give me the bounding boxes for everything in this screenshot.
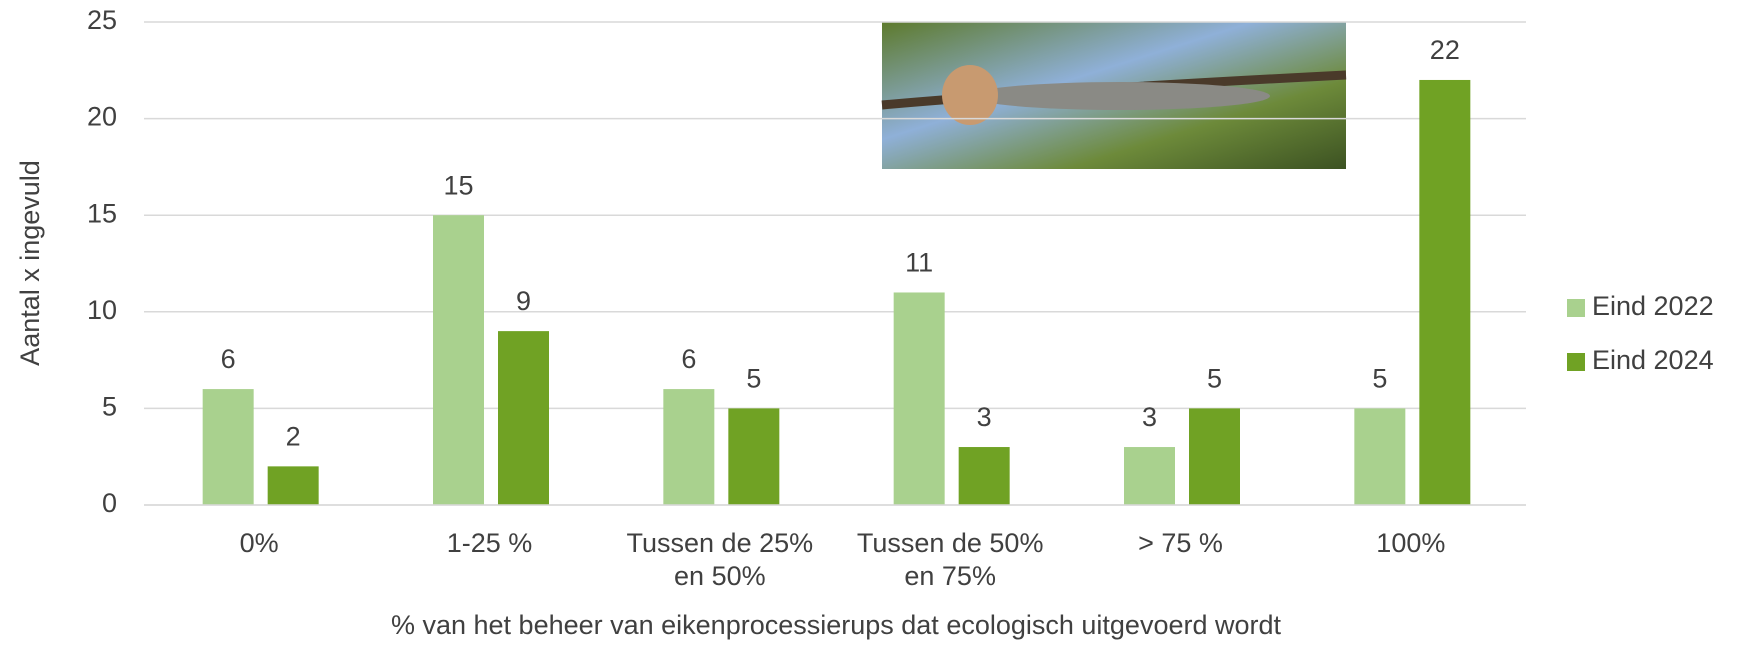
x-tick-label: Tussen de 50% en 75% [857,528,1044,591]
x-tick-label: 1-25 % [447,528,533,558]
bar [267,466,319,505]
data-label: 5 [1207,364,1222,394]
bar [1354,408,1406,505]
bar [1419,79,1471,506]
y-tick-label: 25 [87,5,117,35]
y-axis-title: Aantal x ingevuld [15,160,45,366]
y-tick-label: 20 [87,102,117,132]
y-tick-label: 15 [87,198,117,228]
legend-swatch [1567,353,1585,371]
y-tick-label: 0 [102,488,117,518]
bar [728,408,780,505]
bar [498,331,549,505]
data-label: 11 [905,248,933,278]
legend-label: Eind 2022 [1592,291,1714,321]
bar [1124,447,1175,505]
data-label: 6 [681,344,696,374]
legend-swatch [1567,299,1585,317]
y-tick-label: 10 [87,295,117,325]
data-label: 9 [516,286,531,316]
bar [893,292,945,505]
data-label: 5 [746,364,761,394]
data-label: 6 [221,344,236,374]
x-tick-line: Tussen de 25% [627,528,814,558]
data-label: 5 [1372,364,1387,394]
x-axis-title: % van het beheer van eikenprocessierups … [391,610,1282,640]
y-tick-label: 5 [102,392,117,422]
x-tick-line: Tussen de 50% [857,528,1044,558]
legend-label: Eind 2024 [1592,345,1714,375]
x-tick-label: > 75 % [1138,528,1223,558]
bar [433,215,484,505]
x-tick-label: 100% [1376,528,1445,558]
bar [202,389,254,505]
data-label: 2 [286,421,301,451]
bar [958,447,1010,505]
photo [881,22,1347,169]
data-label: 15 [443,170,473,200]
x-tick-line: en 50% [674,561,766,591]
bar [663,389,715,505]
bar [1189,408,1240,505]
data-label: 22 [1430,35,1460,65]
data-label: 3 [977,402,992,432]
x-tick-line: en 75% [904,561,996,591]
data-label: 3 [1142,402,1157,432]
x-tick-label: Tussen de 25% en 50% [627,528,814,591]
x-tick-label: 0% [240,528,279,558]
